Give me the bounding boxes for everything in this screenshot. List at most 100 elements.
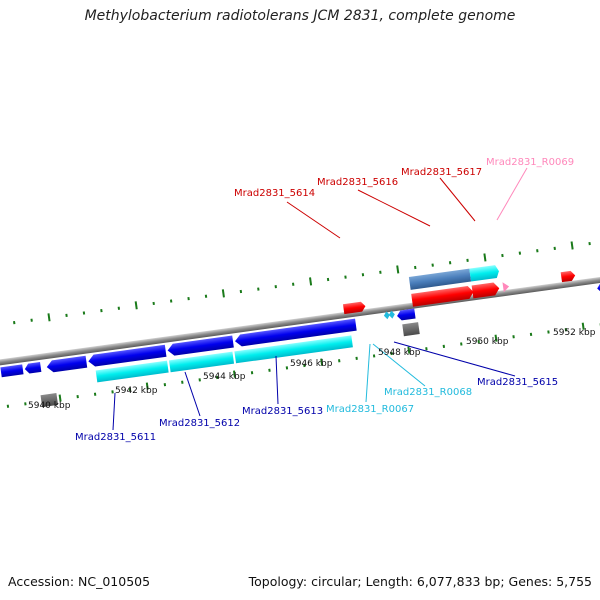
cds-feature-5612[interactable]	[168, 351, 235, 373]
tick-mark	[292, 282, 295, 286]
label-mrad2831-5611[interactable]: Mrad2831_5611	[75, 432, 156, 443]
tick-mark	[169, 299, 173, 303]
cds-feature-5616[interactable]	[408, 268, 472, 290]
tick-mark	[303, 363, 306, 368]
gene-mrad2831-5612[interactable]	[167, 335, 234, 357]
gene-labels: Mrad2831_5614 Mrad2831_5616 Mrad2831_561…	[75, 157, 574, 443]
tick-mark	[117, 306, 121, 310]
gene-left-edge-1[interactable]	[0, 364, 24, 378]
tick-mark	[82, 311, 86, 315]
gene-right-edge[interactable]	[560, 270, 576, 283]
tick-mark	[152, 301, 155, 306]
label-mrad2831-5615[interactable]: Mrad2831_5615	[477, 377, 558, 388]
tick-mark	[30, 318, 33, 322]
tick-mark	[58, 394, 62, 402]
gene-mrad2831-5614[interactable]	[342, 301, 366, 315]
tick-mark	[268, 368, 271, 372]
label-connectors	[112, 167, 528, 431]
tick-mark	[187, 297, 190, 301]
genome-summary-text: Topology: circular; Length: 6,077,833 bp…	[248, 574, 592, 589]
tick-mark	[536, 249, 539, 253]
tick-mark	[111, 390, 114, 394]
tick-mark	[390, 351, 393, 356]
tick-mark	[344, 275, 347, 279]
tick-mark	[181, 380, 184, 384]
scale-label-5946: 5946 kbp	[290, 359, 333, 369]
genome-title: Methylobacterium radiotolerans JCM 2831,…	[84, 8, 516, 24]
tick-mark	[407, 346, 411, 354]
tick-mark	[396, 265, 400, 274]
tick-mark	[233, 370, 236, 378]
tick-mark	[215, 375, 219, 380]
misc-feature-left[interactable]	[40, 393, 59, 408]
tick-mark	[100, 308, 103, 313]
tick-mark	[163, 383, 167, 387]
tick-mark	[466, 258, 469, 262]
tick-mark	[547, 330, 550, 334]
cds-feature-5613[interactable]	[234, 335, 353, 364]
tick-mark	[76, 395, 79, 399]
tick-mark	[320, 358, 324, 366]
gene-mrad2831-5611[interactable]	[88, 344, 167, 368]
tick-mark	[477, 339, 480, 344]
cds-feature-5617[interactable]	[469, 265, 499, 282]
accession-text: Accession: NC_010505	[8, 574, 151, 589]
rna-mrad2831-r0068[interactable]	[388, 310, 395, 319]
tick-mark	[581, 322, 585, 330]
tick-mark	[483, 253, 487, 262]
tick-mark	[24, 402, 27, 406]
tick-mark	[221, 289, 225, 298]
label-mrad2831-r0069[interactable]: Mrad2831_R0069	[486, 157, 574, 168]
label-mrad2831-r0068[interactable]: Mrad2831_R0068	[384, 387, 472, 398]
tick-mark	[250, 371, 254, 375]
tick-mark	[518, 251, 522, 255]
scale-label-5952: 5952 kbp	[553, 328, 596, 338]
tick-mark	[13, 320, 16, 325]
gene-mrad2831-5617[interactable]	[471, 282, 501, 299]
forward-tick-row	[13, 241, 591, 325]
label-mrad2831-5612[interactable]: Mrad2831_5612	[159, 418, 240, 429]
tick-mark	[570, 241, 574, 250]
tick-mark	[564, 327, 568, 332]
tick-mark	[431, 263, 434, 267]
tick-mark	[355, 356, 358, 360]
genome-backbone	[0, 257, 600, 381]
gene-mrad2831-5613[interactable]	[234, 318, 357, 347]
tick-mark	[257, 287, 260, 291]
misc-feature-right[interactable]	[402, 322, 420, 337]
tick-mark	[326, 277, 330, 282]
tick-mark	[588, 241, 591, 246]
tick-mark	[501, 253, 504, 258]
label-mrad2831-5614[interactable]: Mrad2831_5614	[234, 188, 315, 199]
tick-mark	[512, 335, 515, 339]
scale-label-5948: 5948 kbp	[378, 348, 421, 358]
tick-mark	[198, 378, 201, 382]
tick-mark	[93, 392, 97, 396]
gene-mrad2831-5616[interactable]	[411, 285, 474, 307]
rna-mrad2831-r0069[interactable]	[502, 281, 510, 293]
tick-mark	[338, 359, 341, 363]
tick-mark	[448, 261, 452, 265]
tick-mark	[414, 265, 417, 270]
label-mrad2831-5613[interactable]: Mrad2831_5613	[242, 406, 323, 417]
tick-mark	[274, 285, 277, 289]
gene-left-edge-3[interactable]	[46, 355, 88, 373]
tick-mark	[239, 289, 243, 294]
gene-mrad2831-5615[interactable]	[396, 308, 416, 321]
label-mrad2831-5617[interactable]: Mrad2831_5617	[401, 167, 482, 178]
tick-mark	[494, 334, 498, 342]
tick-mark	[47, 313, 51, 322]
label-mrad2831-5616[interactable]: Mrad2831_5616	[317, 177, 398, 188]
scale-label-5940: 5940 kbp	[28, 401, 71, 411]
scale-label-5944: 5944 kbp	[203, 372, 246, 382]
rna-mrad2831-r0067[interactable]	[383, 311, 390, 320]
tick-mark	[285, 366, 289, 370]
gene-left-edge-2[interactable]	[24, 361, 42, 374]
tick-mark	[529, 332, 533, 337]
tick-mark	[372, 354, 376, 358]
scale-label-5942: 5942 kbp	[115, 386, 158, 396]
label-mrad2831-r0067[interactable]: Mrad2831_R0067	[326, 404, 414, 415]
tick-mark	[309, 277, 313, 286]
cds-feature-5611[interactable]	[95, 360, 169, 383]
